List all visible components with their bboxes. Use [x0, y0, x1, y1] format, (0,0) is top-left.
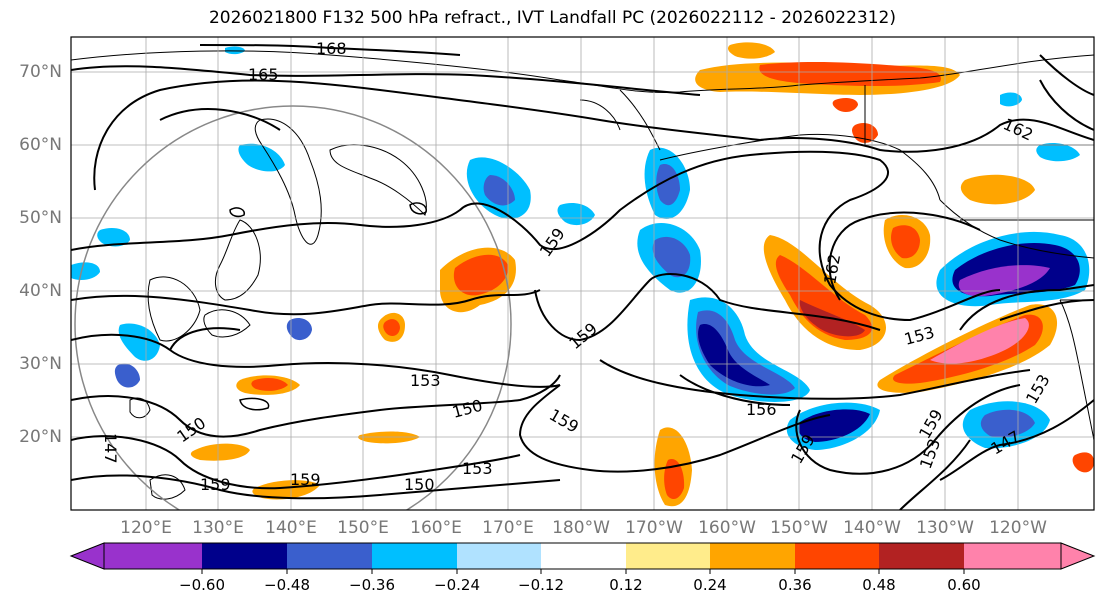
colorbar-segment: [541, 543, 626, 569]
colorbar-segment: [710, 543, 795, 569]
lon-label: 150°W: [770, 518, 828, 538]
contour-label: 153: [410, 371, 441, 390]
map-frame: [70, 36, 1095, 511]
graticule: [71, 37, 1094, 510]
colorbar-tick-label: 0.48: [862, 576, 896, 594]
contour-label: 147: [101, 433, 120, 464]
contour-label: 156: [746, 400, 777, 419]
lon-label: 130°W: [916, 518, 974, 538]
lon-label: 120°W: [989, 518, 1047, 538]
colorbar-tick-label: −0.36: [349, 576, 395, 594]
colorbar-tick-label: 0.12: [609, 576, 643, 594]
colorbar-tick-label: 0.36: [778, 576, 812, 594]
lon-label: 180°W: [552, 518, 610, 538]
lon-label: 120°E: [120, 518, 172, 538]
colorbar-tick-label: −0.60: [179, 576, 225, 594]
colorbar-max-extend: [1060, 542, 1096, 570]
contour-label: 159: [290, 470, 321, 489]
colorbar-tick-label: −0.24: [434, 576, 480, 594]
lat-label: 50°N: [19, 208, 62, 228]
contour-label: 168: [316, 39, 347, 58]
lon-label: 160°W: [698, 518, 756, 538]
map-title: 2026021800 F132 500 hPa refract., IVT La…: [208, 8, 896, 28]
colorbar-min-extend: [69, 542, 105, 570]
contour-label: 150: [404, 475, 435, 494]
height-contours: [71, 44, 1094, 510]
colorbar-tick-label: −0.12: [518, 576, 564, 594]
lon-label: 130°E: [192, 518, 244, 538]
lon-label: 160°E: [410, 518, 462, 538]
contour-label: 165: [248, 65, 279, 84]
reference-circle: [74, 105, 512, 510]
colorbar-segment: [287, 543, 372, 569]
colorbar-segment: [626, 543, 710, 569]
map-plot-area: 168 165 162 162 159 159 159 159 156 153 …: [71, 37, 1094, 510]
lat-label: 30°N: [19, 354, 62, 374]
lat-label: 40°N: [19, 281, 62, 301]
colorbar-segment: [879, 543, 964, 569]
lat-label: 20°N: [19, 427, 62, 447]
lat-label: 70°N: [19, 62, 62, 82]
contour-label: 153: [462, 459, 493, 478]
lat-label: 60°N: [19, 135, 62, 155]
lon-label: 170°E: [482, 518, 534, 538]
lon-label: 170°W: [625, 518, 683, 538]
lon-label: 150°E: [337, 518, 389, 538]
colorbar-segment: [202, 543, 287, 569]
colorbar-segment: [795, 543, 879, 569]
lon-label: 140°W: [843, 518, 901, 538]
colorbar-segment: [457, 543, 541, 569]
colorbar-segment: [372, 543, 457, 569]
contour-label: 159: [200, 475, 231, 494]
colorbar-tick-label: 0.24: [693, 576, 727, 594]
shaded-field: [71, 42, 1094, 507]
colorbar-tick-label: 0.60: [947, 576, 981, 594]
colorbar: [69, 542, 1096, 574]
lon-label: 140°E: [265, 518, 317, 538]
colorbar-tick-label: −0.48: [264, 576, 310, 594]
colorbar-segment: [964, 543, 1061, 569]
colorbar-segment: [104, 543, 202, 569]
